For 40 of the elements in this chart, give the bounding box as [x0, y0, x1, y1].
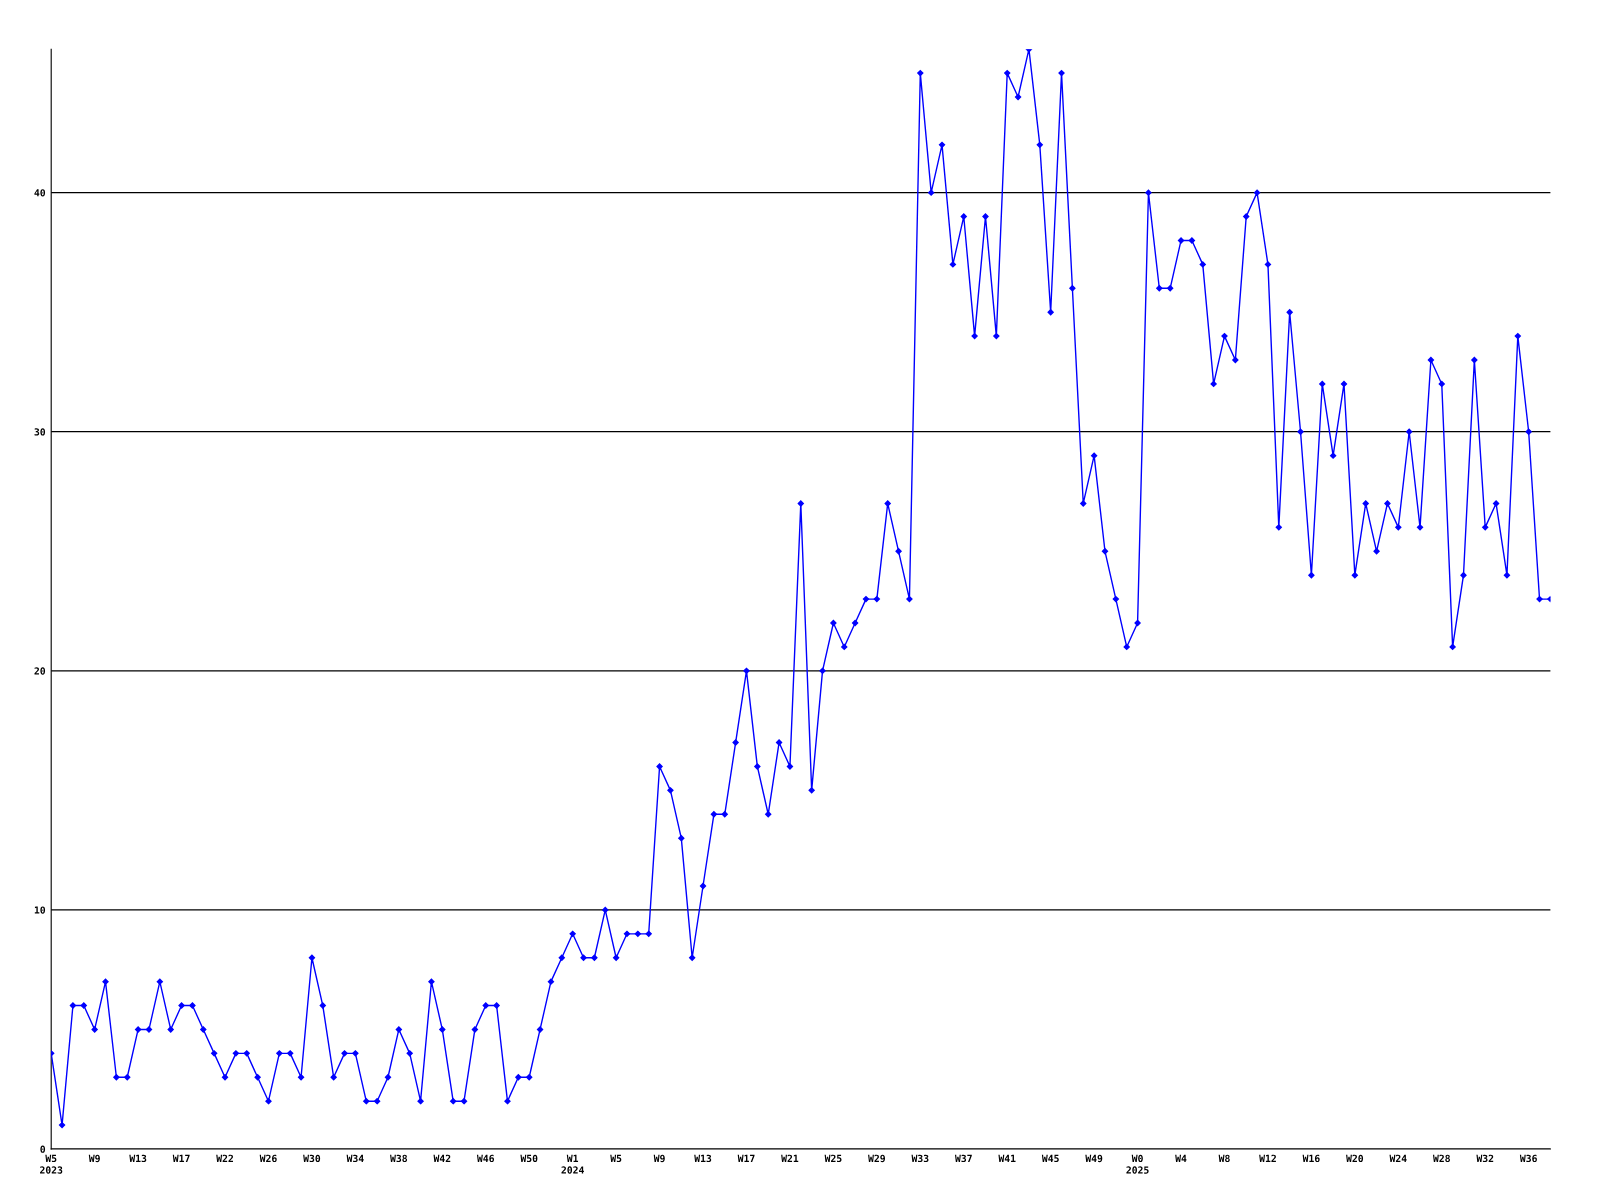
x-tick-label: W46 — [476, 1154, 494, 1163]
x-tick-label: W9 — [88, 1154, 100, 1163]
x-tick-label: W33 — [911, 1154, 929, 1163]
x-tick-label: W17 — [172, 1154, 190, 1162]
y-tick-label: 30 — [34, 428, 46, 436]
x-tick-label: W12 — [1259, 1154, 1276, 1162]
x-tick-label: W50 — [520, 1154, 538, 1163]
x-tick-label: W8 — [1218, 1154, 1230, 1163]
x-tick-label: W5 — [610, 1154, 622, 1163]
x-tick-label: W21 — [781, 1154, 799, 1162]
x-tick-label: W28 — [1432, 1154, 1450, 1163]
y-tick-label: 10 — [34, 906, 46, 914]
x-tick-label: W20 — [1346, 1154, 1364, 1163]
x-tick-label: W36 — [1519, 1154, 1537, 1163]
x-tick-label: W1 2024 — [561, 1154, 584, 1174]
x-tick-label: W24 — [1389, 1154, 1407, 1162]
x-tick-label: W29 — [868, 1154, 886, 1163]
x-tick-label: W41 — [998, 1154, 1016, 1162]
x-tick-label: W17 — [737, 1154, 755, 1162]
x-tick-label: W38 — [390, 1154, 408, 1163]
x-tick-label: W34 — [346, 1154, 364, 1163]
x-tick-label: W16 — [1302, 1154, 1320, 1163]
x-tick-label: W9 — [653, 1154, 665, 1163]
x-tick-label: W37 — [954, 1154, 972, 1163]
x-tick-label: W25 — [824, 1154, 842, 1163]
x-tick-label: W26 — [259, 1154, 277, 1163]
x-tick-label: W45 — [1041, 1154, 1059, 1163]
x-tick-label: W42 — [433, 1154, 451, 1162]
y-tick-label: 40 — [34, 189, 46, 197]
x-tick-label: W13 — [694, 1154, 712, 1163]
x-tick-label: W22 — [216, 1154, 233, 1162]
x-tick-label: W4 — [1175, 1154, 1187, 1162]
y-tick-label: 20 — [34, 667, 46, 675]
x-tick-label: W30 — [303, 1154, 321, 1163]
x-tick-label: W0 2025 — [1126, 1154, 1149, 1174]
x-tick-label: W13 — [129, 1154, 147, 1163]
x-tick-label: W32 — [1476, 1154, 1494, 1163]
x-tick-label: W49 — [1085, 1154, 1103, 1163]
x-tick-label: W5 2023 — [40, 1154, 63, 1174]
y-tick-label: 0 — [40, 1145, 46, 1153]
